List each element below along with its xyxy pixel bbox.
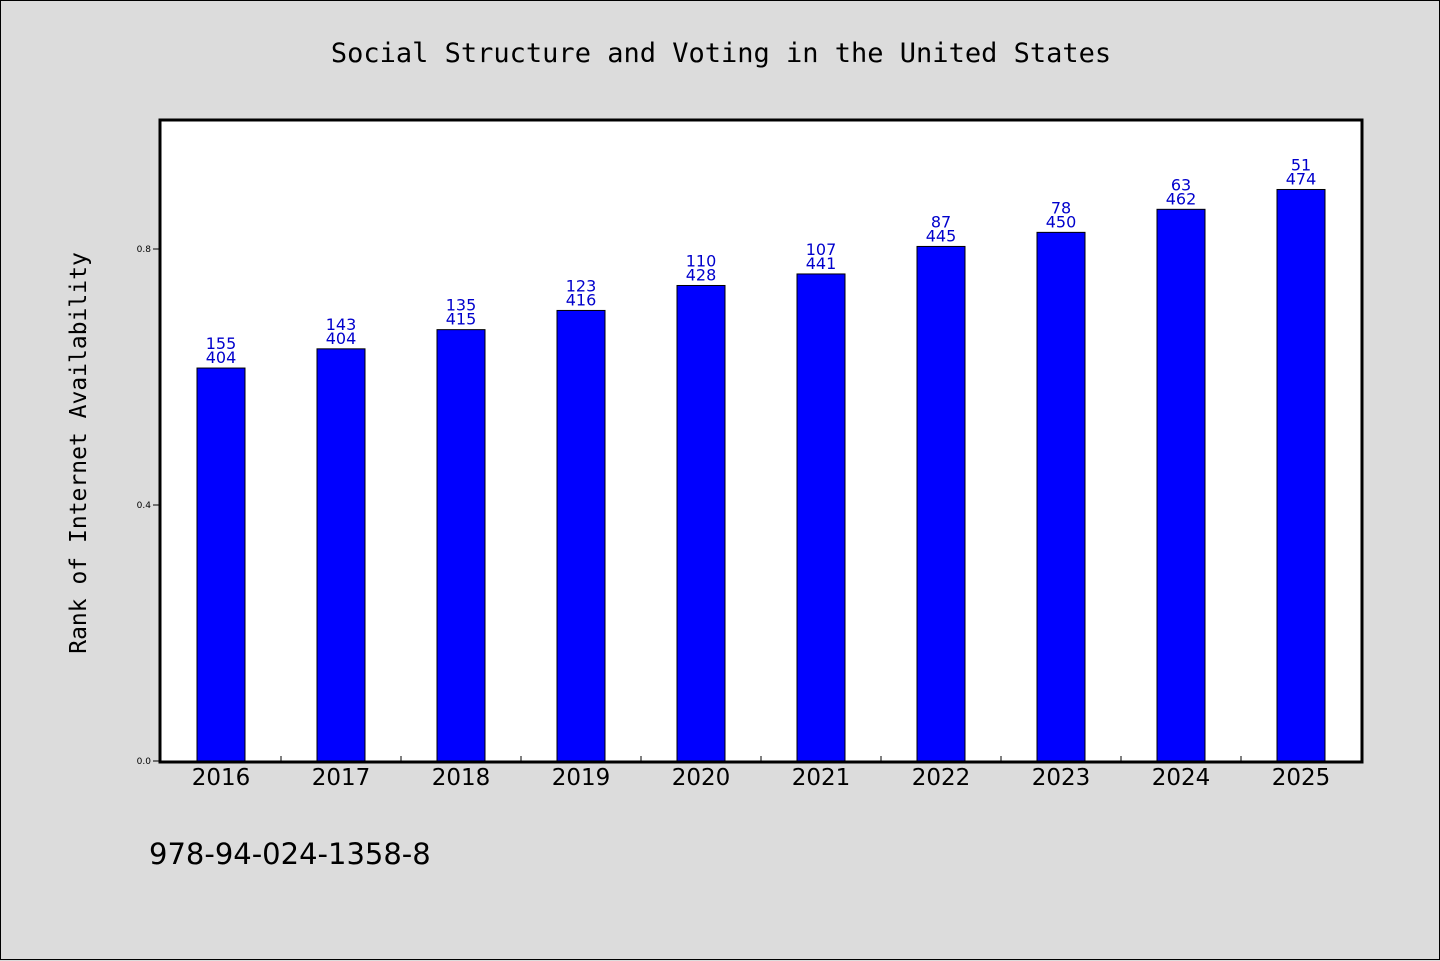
bar-labels: 1554041434041354151234161104281074418744… — [206, 155, 1317, 367]
bar-label-bottom: 415 — [446, 310, 477, 329]
bar-label-bottom: 404 — [326, 329, 357, 348]
y-axis-ticks: 0.0 0.4 0.8 — [137, 245, 161, 767]
bar-label-bottom: 462 — [1166, 189, 1197, 208]
bar-label-top: 78 — [1051, 198, 1071, 217]
bar-label-bottom: 441 — [806, 254, 837, 273]
y-axis-label: Rank of Internet Availability — [66, 252, 92, 654]
bar-2021 — [796, 273, 846, 762]
bar-2019 — [556, 309, 606, 762]
bar-label-bottom: 474 — [1286, 169, 1317, 188]
bar-label-top: 155 — [206, 334, 237, 353]
x-tick-label: 2017 — [312, 765, 371, 791]
x-tick-label: 2022 — [912, 765, 971, 791]
x-axis-ticks: 2016 2017 2018 2019 2020 2021 2022 2023 2024 2025 — [192, 756, 1331, 791]
bar-2016 — [196, 367, 246, 762]
isbn-text: 978-94-024-1358-8 — [149, 837, 431, 871]
bar-label-bottom: 404 — [206, 348, 237, 367]
x-tick-label: 2016 — [192, 765, 251, 791]
bar-2018 — [436, 329, 486, 762]
bar-label-top: 123 — [566, 276, 597, 295]
x-tick-label: 2018 — [432, 765, 491, 791]
y-tick-label: 0.0 — [137, 757, 152, 767]
bar-label-top: 63 — [1171, 175, 1191, 194]
bar-label-bottom: 445 — [926, 226, 957, 245]
bar-label-top: 135 — [446, 296, 477, 315]
x-tick-label: 2024 — [1152, 765, 1211, 791]
bar-label-top: 51 — [1291, 155, 1311, 174]
x-tick-label: 2020 — [672, 765, 731, 791]
bar-2020 — [676, 284, 726, 762]
bar-label-bottom: 450 — [1046, 212, 1077, 231]
bar-2017 — [316, 348, 366, 762]
x-tick-label: 2025 — [1272, 765, 1331, 791]
bars — [196, 188, 1326, 762]
x-tick-label: 2019 — [552, 765, 611, 791]
bar-2024 — [1156, 208, 1206, 762]
x-tick-label: 2021 — [792, 765, 851, 791]
bar-label-top: 87 — [931, 212, 951, 231]
bar-2025 — [1276, 188, 1326, 762]
y-tick-label: 0.4 — [137, 501, 152, 511]
bar-label-bottom: 428 — [686, 265, 717, 284]
bar-label-top: 107 — [806, 240, 837, 259]
chart-title: Social Structure and Voting in the Unite… — [331, 38, 1111, 69]
bar-label-top: 143 — [326, 315, 357, 334]
bar-2023 — [1036, 231, 1086, 762]
bar-label-top: 110 — [686, 251, 717, 270]
y-tick-label: 0.8 — [137, 245, 152, 255]
bar-2022 — [916, 245, 966, 762]
bar-label-bottom: 416 — [566, 290, 597, 309]
x-tick-label: 2023 — [1032, 765, 1091, 791]
